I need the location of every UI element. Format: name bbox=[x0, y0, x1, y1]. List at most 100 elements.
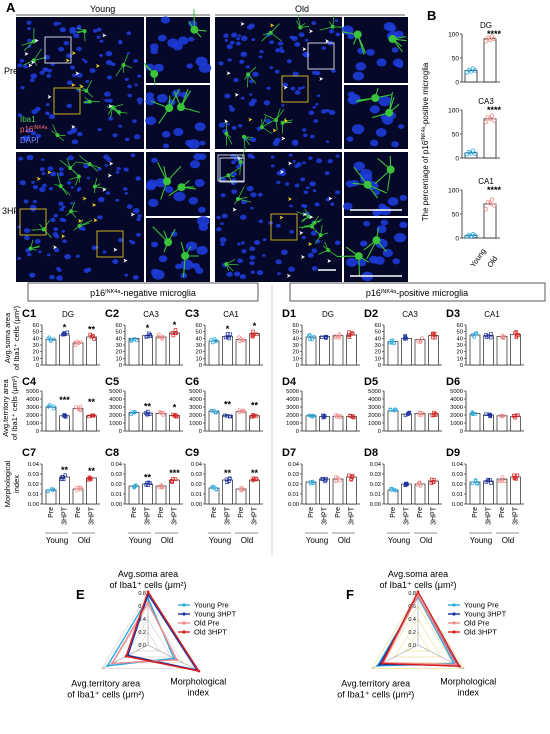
x-category-pre: Pre bbox=[308, 507, 315, 518]
microglia-process bbox=[225, 258, 239, 272]
x-category-3hpt: 3HPT bbox=[89, 506, 96, 525]
dapi-nucleus bbox=[316, 94, 321, 98]
dapi-nucleus bbox=[265, 118, 272, 124]
inset-region-box bbox=[19, 208, 47, 236]
bar-chart-c8: C80.000.010.020.030.04** ***Pre 3HPT Pre 3HP… bbox=[105, 447, 183, 545]
data-point bbox=[390, 338, 395, 343]
data-point bbox=[134, 338, 139, 343]
dapi-nucleus bbox=[104, 98, 109, 103]
dapi-nucleus bbox=[130, 240, 136, 245]
row-title-soma: Avg.soma areaof Iba1⁺ cells (μm²) bbox=[3, 305, 21, 370]
legend-label: Young 3HPT bbox=[464, 610, 507, 619]
y-tick-label: 60 bbox=[375, 323, 381, 329]
microglia-process bbox=[76, 27, 86, 42]
bar-3hpt bbox=[86, 336, 97, 366]
panel-b-chart-title: CA1 bbox=[478, 177, 494, 186]
data-point bbox=[158, 410, 162, 414]
dapi-nucleus bbox=[145, 63, 155, 71]
dapi-nucleus bbox=[185, 241, 198, 251]
dapi-nucleus bbox=[250, 192, 257, 198]
y-tick-label: 0.01 bbox=[288, 492, 299, 498]
significance-marker: ** bbox=[251, 400, 259, 410]
data-point bbox=[173, 328, 178, 332]
y-tick-label: 0.01 bbox=[111, 492, 122, 498]
microglia-soma bbox=[165, 104, 174, 113]
dapi-nucleus bbox=[30, 73, 38, 79]
dapi-nucleus bbox=[310, 230, 318, 236]
group-label-young: Young bbox=[470, 536, 492, 545]
arrowhead-marker bbox=[24, 51, 29, 56]
dapi-nucleus bbox=[156, 93, 168, 103]
data-point bbox=[237, 408, 242, 412]
radar-axis-soma-line1: Avg.soma area bbox=[118, 569, 178, 579]
y-tick-label: 0 bbox=[455, 80, 459, 87]
microglia-process bbox=[261, 115, 274, 134]
dapi-nucleus bbox=[23, 199, 29, 204]
y-tick-label: 5000 bbox=[189, 389, 202, 395]
dapi-nucleus bbox=[145, 92, 154, 99]
dapi-nucleus bbox=[240, 35, 248, 42]
dapi-nucleus bbox=[249, 255, 256, 260]
dapi-nucleus bbox=[218, 122, 226, 128]
y-tick-label: 0.02 bbox=[28, 482, 39, 488]
row-label-3hpt: 3HPT bbox=[2, 206, 26, 216]
bar-pre bbox=[496, 335, 508, 366]
y-tick-label: 0.00 bbox=[111, 502, 122, 508]
microglia-process bbox=[59, 157, 80, 177]
data-point bbox=[161, 410, 166, 415]
data-point bbox=[514, 330, 519, 334]
radar-axis-soma-line2: of Iba1⁺ cells (μm²) bbox=[110, 580, 187, 590]
y-tick-label: 10 bbox=[457, 356, 463, 362]
dapi-nucleus bbox=[281, 249, 288, 255]
micrograph-old-pre-inset-2 bbox=[344, 85, 408, 149]
microglia-soma bbox=[69, 209, 74, 214]
data-point bbox=[145, 481, 149, 485]
dapi-nucleus bbox=[77, 131, 83, 137]
x-category-pre: Pre bbox=[48, 507, 55, 518]
dapi-nucleus bbox=[325, 197, 331, 202]
y-tick-label: 20 bbox=[196, 350, 202, 356]
inset-region-box bbox=[96, 230, 124, 258]
arrowhead-marker bbox=[240, 21, 245, 26]
dapi-nucleus bbox=[99, 39, 104, 43]
y-tick-label: 0.04 bbox=[28, 462, 40, 468]
dapi-nucleus bbox=[274, 69, 280, 74]
data-point bbox=[78, 485, 83, 490]
data-point bbox=[239, 488, 244, 493]
dapi-nucleus bbox=[151, 157, 158, 163]
radar-axis-morph-line1: Morphological bbox=[440, 677, 496, 687]
microglia-soma bbox=[268, 30, 273, 35]
dapi-nucleus bbox=[23, 235, 30, 241]
microglia-soma bbox=[363, 180, 372, 189]
dapi-nucleus bbox=[257, 192, 263, 197]
y-tick-label: 60 bbox=[196, 323, 202, 329]
y-tick-label: 5000 bbox=[450, 389, 463, 395]
radar-ring bbox=[112, 605, 184, 664]
data-point bbox=[347, 473, 351, 478]
microglia-soma bbox=[326, 248, 331, 253]
dapi-nucleus bbox=[216, 227, 222, 232]
arrowhead-marker bbox=[309, 29, 314, 34]
micrograph-grid bbox=[16, 9, 408, 282]
data-point bbox=[472, 233, 478, 238]
data-point bbox=[311, 413, 316, 418]
dapi-nucleus bbox=[27, 45, 32, 48]
row-title-morph: Morphologicalindex bbox=[3, 460, 21, 507]
arrowhead-marker bbox=[47, 170, 52, 175]
significance-marker: **** bbox=[487, 185, 502, 195]
radar-vertex bbox=[110, 662, 114, 665]
data-point bbox=[61, 477, 66, 482]
data-point bbox=[46, 489, 50, 494]
data-point bbox=[213, 410, 218, 415]
arrowhead-marker bbox=[327, 259, 332, 264]
inset-region-box bbox=[44, 36, 72, 64]
y-tick-label: 40 bbox=[293, 336, 299, 342]
microglia-soma bbox=[121, 62, 126, 67]
dapi-nucleus bbox=[83, 60, 88, 64]
dapi-nucleus bbox=[399, 194, 408, 201]
data-point bbox=[513, 415, 517, 420]
data-point bbox=[489, 332, 493, 336]
dapi-nucleus bbox=[41, 171, 46, 176]
dapi-nucleus bbox=[279, 49, 285, 54]
data-point bbox=[223, 413, 227, 418]
